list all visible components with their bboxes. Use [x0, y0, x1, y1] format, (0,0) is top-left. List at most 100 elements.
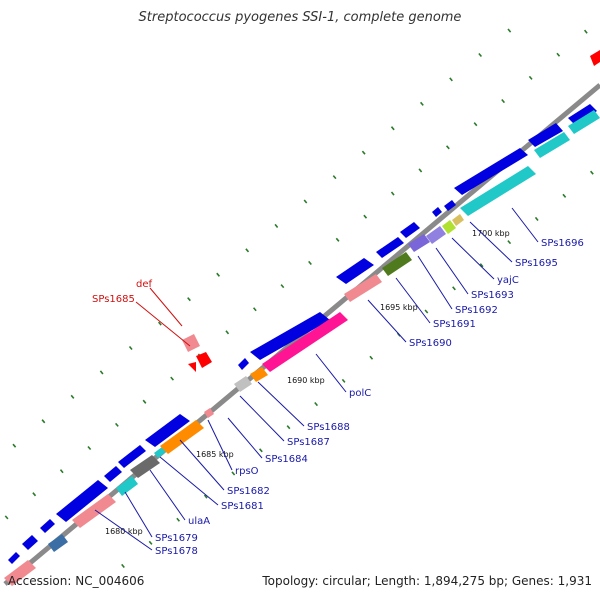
tick-mark	[157, 321, 162, 326]
gene-block[interactable]	[130, 455, 160, 478]
tick-mark	[148, 540, 153, 545]
gene-block[interactable]	[160, 420, 204, 454]
tick-mark	[303, 199, 308, 204]
gene-block[interactable]	[442, 220, 456, 234]
leader-line	[435, 247, 469, 295]
gene-label[interactable]: SPs1691	[433, 319, 476, 330]
tick-marks	[4, 28, 594, 569]
gene-arrow[interactable]	[118, 445, 146, 468]
gene-arrow[interactable]	[145, 414, 190, 447]
gene-arrow-sps1685[interactable]	[196, 352, 212, 368]
gene-label[interactable]: SPs1684	[265, 454, 308, 465]
kbp-label: 1690 kbp	[287, 376, 325, 385]
gene-label[interactable]: rpsO	[235, 466, 259, 477]
gene-block[interactable]	[4, 560, 36, 586]
gene-block[interactable]	[460, 166, 536, 216]
tick-mark	[225, 330, 230, 335]
tick-mark	[445, 145, 450, 150]
gene-block[interactable]	[590, 50, 600, 66]
gene-block[interactable]	[408, 234, 430, 252]
gene-arrow[interactable]	[40, 519, 55, 533]
gene-label[interactable]: def	[136, 279, 153, 290]
gene-block-def[interactable]	[182, 334, 200, 352]
tick-mark	[176, 517, 181, 522]
gene-arrow[interactable]	[400, 222, 420, 238]
tick-mark	[363, 214, 368, 219]
gene-arrow[interactable]	[568, 104, 597, 125]
gene-block[interactable]	[72, 494, 116, 528]
accession-text: Accession: NC_004606	[8, 574, 145, 588]
tick-mark	[390, 126, 395, 131]
tick-mark	[308, 260, 312, 266]
gene-arrow[interactable]	[528, 123, 563, 147]
tick-mark	[59, 469, 64, 474]
gene-block[interactable]	[116, 476, 138, 496]
gene-arrow[interactable]	[336, 258, 374, 284]
gene-arrow[interactable]	[104, 466, 122, 482]
gene-label[interactable]: SPs1678	[155, 546, 198, 557]
gene-arrow[interactable]	[444, 200, 456, 211]
leader-line	[257, 381, 305, 427]
gene-label[interactable]: SPs1690	[409, 338, 452, 349]
gene-block[interactable]	[234, 376, 252, 392]
leader-lines	[94, 207, 539, 551]
leader-line	[227, 417, 263, 459]
gene-label[interactable]: SPs1696	[541, 238, 584, 249]
gene-label[interactable]: SPs1685	[92, 294, 135, 305]
tick-mark	[507, 240, 512, 245]
gene-block[interactable]	[204, 408, 214, 418]
tick-mark	[32, 492, 37, 497]
gene-arrow[interactable]	[454, 148, 528, 195]
tick-mark	[419, 101, 424, 106]
gene-arrow[interactable]	[250, 312, 330, 360]
gene-block[interactable]	[250, 367, 268, 382]
gene-label[interactable]: SPs1692	[455, 305, 498, 316]
gene-arrow-small[interactable]	[188, 362, 196, 372]
gene-block[interactable]	[568, 110, 600, 134]
gene-label[interactable]: polC	[349, 388, 371, 399]
gene-label[interactable]: SPs1682	[227, 486, 270, 497]
tick-mark	[4, 515, 9, 520]
gene-arrow[interactable]	[22, 535, 38, 550]
forward-strand	[8, 104, 597, 564]
tick-mark	[203, 494, 208, 499]
gene-label[interactable]: SPs1693	[471, 290, 514, 301]
gene-arrow[interactable]	[376, 237, 404, 258]
tick-mark	[478, 52, 483, 58]
gene-block[interactable]	[382, 252, 412, 276]
gene-block[interactable]	[452, 214, 464, 226]
summary-text: Topology: circular; Length: 1,894,275 bp…	[262, 574, 592, 588]
map-title: Streptococcus pyogenes SSI-1, complete g…	[138, 10, 462, 25]
tick-mark	[534, 216, 539, 222]
gene-label[interactable]: SPs1695	[515, 258, 558, 269]
gene-label[interactable]: SPs1688	[307, 422, 350, 433]
leader-line	[511, 207, 539, 243]
gene-block[interactable]	[344, 274, 382, 302]
gene-arrow[interactable]	[238, 358, 249, 370]
tick-mark	[114, 422, 119, 427]
gene-label[interactable]: SPs1679	[155, 533, 198, 544]
gene-arrow[interactable]	[8, 552, 20, 564]
gene-label[interactable]: yajC	[497, 275, 519, 286]
gene-block[interactable]	[154, 447, 166, 458]
gene-arrow[interactable]	[56, 480, 108, 522]
gene-block[interactable]	[534, 132, 570, 158]
leader-line	[417, 255, 453, 310]
tick-mark	[332, 175, 337, 180]
kbp-label: 1680 kbp	[105, 527, 143, 536]
leader-line	[179, 439, 225, 491]
gene-block[interactable]	[262, 312, 348, 372]
gene-block[interactable]	[426, 226, 446, 244]
tick-mark	[449, 77, 453, 82]
gene-block[interactable]	[48, 534, 68, 552]
gene-label[interactable]: ulaA	[188, 516, 210, 527]
gene-label[interactable]: SPs1687	[287, 437, 330, 448]
tick-mark	[12, 443, 17, 448]
tick-mark	[479, 263, 484, 268]
tick-mark	[335, 237, 340, 242]
tick-mark	[361, 150, 366, 155]
gene-label[interactable]: SPs1681	[221, 501, 264, 512]
gene-arrow[interactable]	[432, 207, 442, 217]
leader-line	[315, 353, 347, 393]
